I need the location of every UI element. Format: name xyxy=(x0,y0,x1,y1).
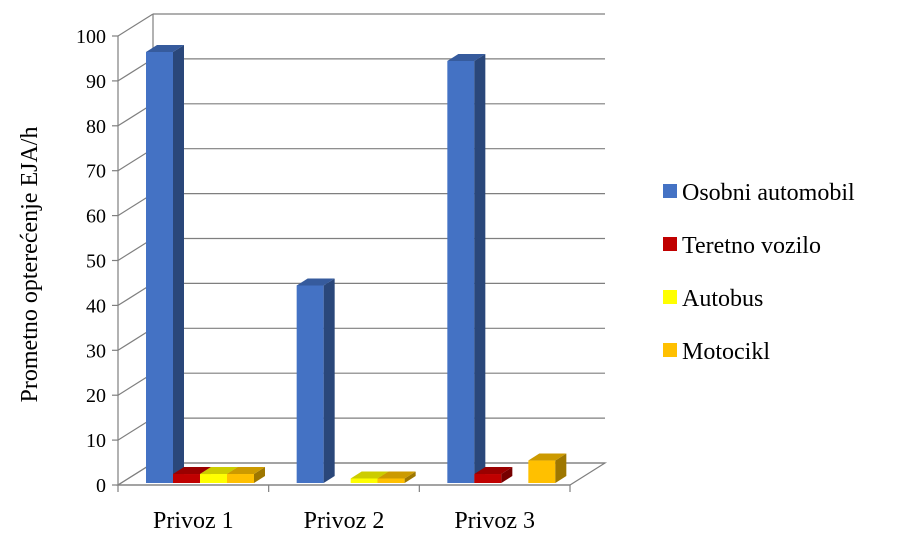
y-tick-label: 20 xyxy=(86,385,106,407)
plot-walls xyxy=(115,14,608,486)
legend-label: Motocikl xyxy=(682,339,770,365)
legend-swatch xyxy=(663,290,677,304)
bar xyxy=(377,471,416,483)
axes xyxy=(112,35,571,492)
gridline-side xyxy=(117,13,154,37)
bar xyxy=(447,53,486,483)
y-tick-label: 100 xyxy=(76,26,106,48)
y-tick-label: 90 xyxy=(86,71,106,93)
y-tick-label: 80 xyxy=(86,116,106,138)
legend-swatch xyxy=(663,343,677,357)
x-tick-label: Privoz 3 xyxy=(454,508,535,534)
y-tick-label: 10 xyxy=(86,430,106,452)
bar xyxy=(528,453,567,483)
x-tick-label: Privoz 2 xyxy=(304,508,385,534)
bars xyxy=(146,44,567,484)
y-tick-label: 70 xyxy=(86,161,106,183)
legend-swatch xyxy=(663,184,677,198)
bar xyxy=(296,278,335,483)
y-tick-label: 40 xyxy=(86,295,106,317)
bar xyxy=(146,44,184,484)
gridlines xyxy=(117,13,605,486)
bar xyxy=(227,467,265,483)
legend-label: Teretno vozilo xyxy=(682,233,821,259)
legend: Osobni automobil Teretno vozilo Autobus Mot… xyxy=(663,180,855,365)
y-tick-label: 30 xyxy=(86,340,106,362)
labels: 0 10 20 30 40 50 60 70 80 90 100 Privoz 1 Privoz 2 Pr… xyxy=(17,26,535,534)
y-tick-label: 50 xyxy=(86,251,106,273)
bar xyxy=(474,467,513,483)
legend-label: Osobni automobil xyxy=(682,180,855,206)
legend-swatch xyxy=(663,237,677,251)
legend-label: Autobus xyxy=(682,286,763,312)
y-tick-label: 0 xyxy=(96,475,106,497)
y-tick-label: 60 xyxy=(86,206,106,228)
y-axis-title: Prometno opterećenje EJA/h xyxy=(17,127,43,403)
x-tick-label: Privoz 1 xyxy=(153,508,234,534)
